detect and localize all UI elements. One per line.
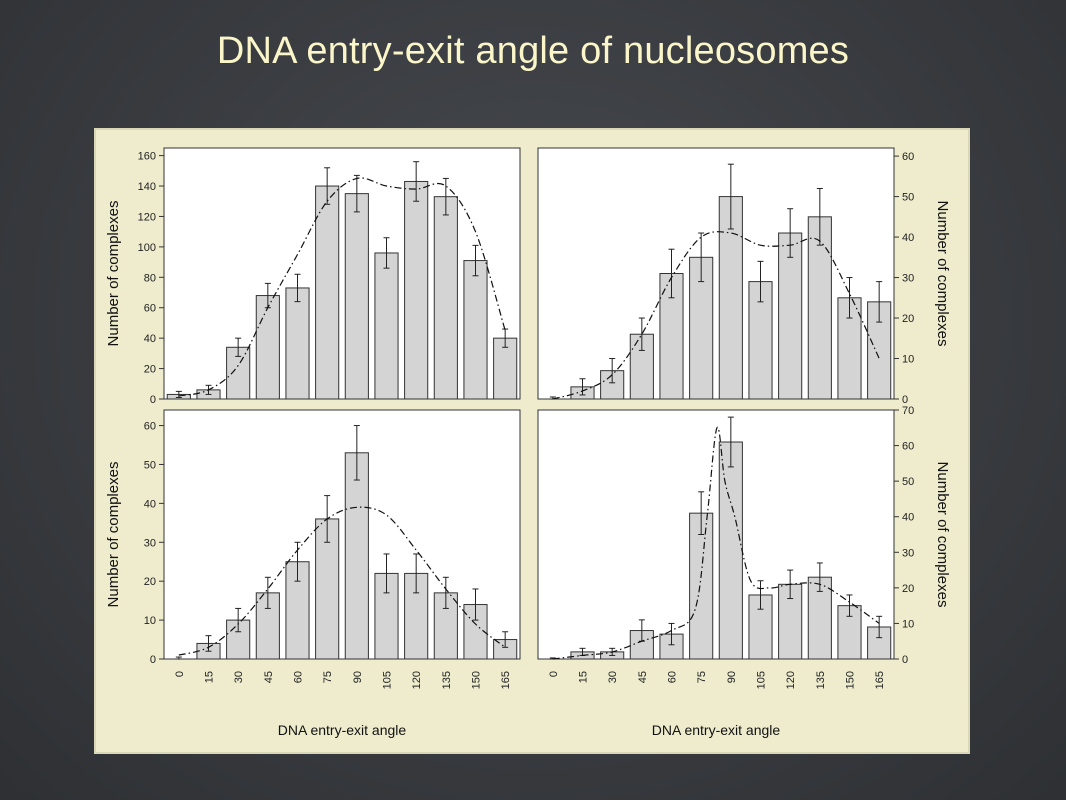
x-tick-label: 150	[471, 671, 483, 689]
bar	[374, 252, 399, 400]
x-tick-label: 105	[756, 671, 768, 689]
x-tick-label: 90	[726, 671, 738, 683]
y-tick-label: 0	[902, 654, 908, 666]
y-tick-label: 20	[902, 313, 914, 325]
x-tick-label: 165	[874, 671, 886, 689]
y-tick-label: 50	[902, 192, 914, 204]
plot-area	[163, 147, 521, 400]
bar	[285, 287, 310, 400]
y-axis-title: Number of complexes	[105, 462, 122, 608]
y-tick-label: 0	[150, 654, 156, 666]
y-tick-label: 40	[902, 232, 914, 244]
chart-bottom-right: 0 10 20 30 40 50 60 70 0 15 30 45 60 75 90 105 120 135 150…	[537, 405, 951, 738]
x-tick-label: 15	[578, 671, 590, 683]
bar	[689, 512, 714, 660]
bar	[344, 452, 369, 660]
y-tick-label: 0	[902, 394, 908, 406]
bar	[433, 196, 458, 400]
x-tick-label: 60	[293, 671, 305, 683]
y-tick-label: 50	[902, 476, 914, 488]
y-tick-label: 10	[902, 354, 914, 366]
y-tick-label: 60	[902, 441, 914, 453]
x-tick-label: 150	[845, 671, 857, 689]
y-tick-label: 20	[144, 576, 156, 588]
y-tick-label: 10	[902, 618, 914, 630]
y-tick-label: 80	[144, 272, 156, 284]
x-tick-label: 120	[785, 671, 797, 689]
fit-curve	[178, 177, 506, 397]
bar	[344, 193, 369, 400]
x-axis-title: DNA entry-exit angle	[278, 722, 407, 738]
fit-curve	[178, 506, 506, 656]
x-axis-title: DNA entry-exit angle	[652, 722, 781, 738]
x-tick-label: 75	[322, 671, 334, 683]
y-tick-label: 40	[144, 333, 156, 345]
y-tick-label: 10	[144, 615, 156, 627]
x-tick-label: 30	[607, 671, 619, 683]
y-tick-label: 70	[902, 405, 914, 417]
y-axis-title: Number of complexes	[934, 201, 951, 347]
bar	[404, 180, 429, 400]
x-tick-label: 165	[500, 671, 512, 689]
bar	[255, 295, 280, 400]
chart-bottom-left: 0 10 20 30 40 50 60 0 15 30 45 60 75 90 105 120 135 150 16…	[105, 409, 521, 738]
y-tick-label: 50	[144, 459, 156, 471]
y-tick-label: 100	[138, 242, 156, 254]
plot-area	[537, 147, 895, 400]
y-tick-label: 160	[138, 151, 156, 163]
figure-panel: 0 20 40 60 80 100 120 140 160 Number of complexes…	[94, 128, 970, 754]
plot-area	[537, 409, 895, 660]
x-tick-label: 75	[696, 671, 708, 683]
bar	[463, 260, 488, 400]
y-axis-title: Number of complexes	[934, 462, 951, 608]
y-tick-label: 0	[150, 394, 156, 406]
y-tick-label: 60	[902, 151, 914, 163]
x-tick-label: 60	[667, 671, 679, 683]
x-tick-label: 105	[382, 671, 394, 689]
plot-area	[163, 409, 521, 660]
x-tick-label: 135	[815, 671, 827, 689]
fit-curve	[552, 231, 880, 400]
bar	[315, 185, 340, 400]
fit-curve	[552, 426, 880, 660]
x-tick-label: 135	[441, 671, 453, 689]
y-tick-label: 30	[902, 273, 914, 285]
x-tick-label: 45	[637, 671, 649, 683]
x-tick-label: 120	[411, 671, 423, 689]
slide-title: DNA entry-exit angle of nucleosomes	[216, 30, 850, 72]
y-tick-label: 30	[144, 537, 156, 549]
chart-top-left: 0 20 40 60 80 100 120 140 160 Number of complexes	[105, 147, 521, 406]
y-axis-title: Number of complexes	[105, 201, 122, 347]
y-tick-label: 40	[902, 512, 914, 524]
x-tick-label: 15	[204, 671, 216, 683]
y-tick-label: 20	[902, 583, 914, 595]
bar	[718, 441, 743, 660]
x-tick-label: 30	[233, 671, 245, 683]
x-tick-label: 45	[263, 671, 275, 683]
bar	[778, 232, 803, 400]
y-tick-label: 60	[144, 421, 156, 433]
y-tick-label: 120	[138, 211, 156, 223]
y-tick-label: 60	[144, 303, 156, 315]
y-tick-label: 40	[144, 498, 156, 510]
y-tick-label: 20	[144, 364, 156, 376]
x-tick-label: 0	[548, 671, 560, 677]
y-tick-label: 30	[902, 547, 914, 559]
y-tick-label: 140	[138, 181, 156, 193]
chart-top-right: 0 10 20 30 40 50 60 Number of complexes	[537, 147, 951, 406]
x-tick-label: 0	[174, 671, 186, 677]
x-tick-label: 90	[352, 671, 364, 683]
